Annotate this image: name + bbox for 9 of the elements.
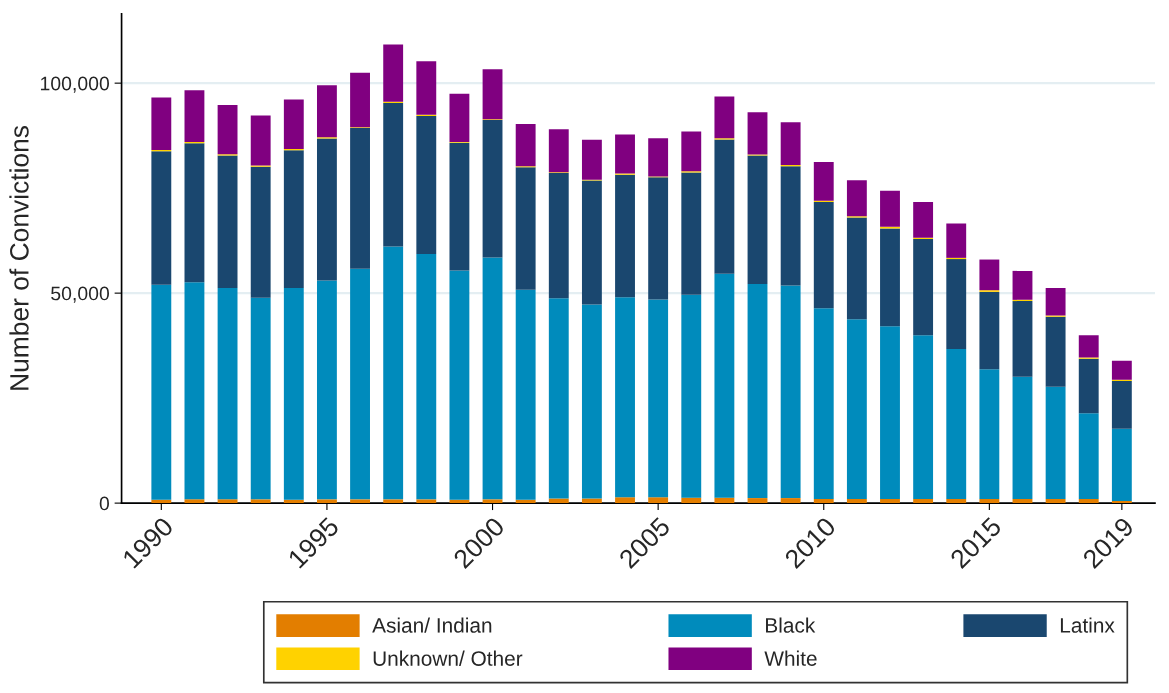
legend-label: White (764, 650, 817, 666)
legend-label: Unknown/ Other (373, 650, 523, 666)
y-tick-label: 50,000 (51, 286, 110, 303)
y-tick-label: 100,000 (40, 76, 110, 93)
legend-label: Latinx (1060, 617, 1115, 633)
legend-label: Asian/ Indian (372, 617, 492, 633)
y-tick-label: 0 (99, 496, 110, 511)
legend-label: Black (766, 617, 816, 633)
y-axis-title: Number of Convictions (9, 125, 29, 390)
